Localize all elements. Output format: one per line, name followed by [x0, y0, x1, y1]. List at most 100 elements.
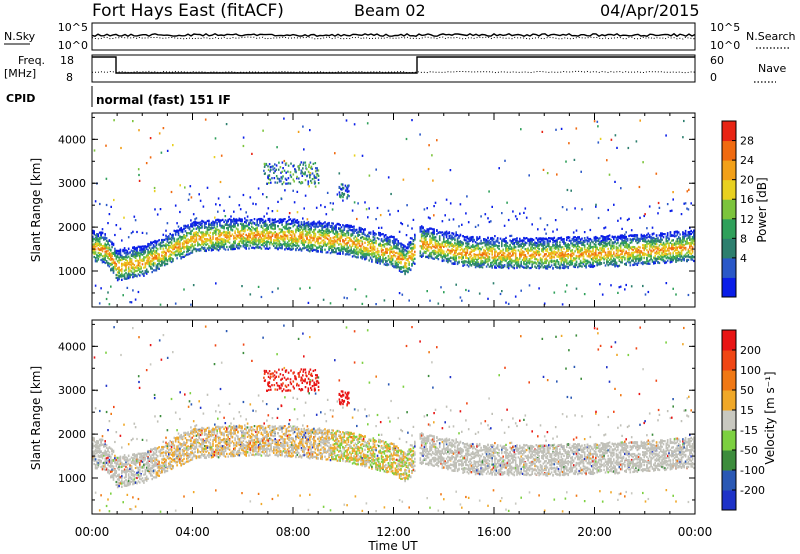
scatter-cell [431, 233, 434, 236]
scatter-cell [528, 238, 531, 241]
scatter-cell [487, 256, 489, 259]
scatter-cell [245, 221, 247, 224]
scatter-cell [174, 204, 177, 207]
scatter-cell [279, 237, 282, 240]
scatter-cell [506, 255, 509, 258]
scatter-cell [405, 267, 408, 270]
scatter-cell [340, 226, 343, 229]
scatter-cell [201, 225, 203, 228]
scatter-cell [524, 207, 527, 210]
scatter-cell [104, 243, 106, 246]
scatter-cell [433, 236, 435, 239]
scatter-cell [183, 247, 185, 250]
scatter-cell [398, 242, 401, 245]
scatter-cell [474, 247, 477, 250]
scatter-cell [357, 252, 359, 255]
scatter-cell [187, 226, 189, 229]
scatter-cell [408, 256, 410, 259]
scatter-cell [398, 249, 401, 252]
scatter-cell [297, 235, 300, 238]
scatter-cell [188, 240, 191, 243]
scatter-cell [169, 259, 171, 263]
scatter-cell [105, 297, 108, 301]
scatter-cell [355, 238, 358, 241]
scatter-cell [150, 267, 152, 270]
scatter-cell [309, 241, 311, 244]
scatter-cell [342, 245, 344, 249]
scatter-cell [543, 228, 546, 231]
scatter-cell [266, 236, 268, 240]
scatter-cell [165, 254, 167, 257]
scatter-cell [145, 254, 148, 257]
scatter-cell [136, 230, 138, 234]
scatter-cell [559, 245, 561, 248]
scatter-cell [437, 241, 440, 244]
scatter-cell [267, 238, 270, 241]
scatter-cell [284, 241, 286, 244]
scatter-cell [107, 246, 109, 249]
scatter-cell [255, 229, 257, 233]
scatter-cell [510, 240, 513, 243]
scatter-cell [277, 287, 279, 290]
scatter-cell [498, 252, 500, 255]
scatter-cell [433, 228, 435, 231]
scatter-cell [309, 232, 311, 235]
scatter-cell [543, 302, 546, 305]
scatter-cell [307, 233, 310, 236]
scatter-cell [278, 218, 281, 221]
scatter-cell [242, 224, 245, 227]
scatter-cell [150, 263, 152, 266]
scatter-cell [498, 256, 500, 259]
nsearch-tick-low: 10^0 [710, 39, 740, 52]
scatter-cell [96, 244, 98, 248]
scatter-cell [94, 234, 97, 237]
scatter-cell [332, 226, 334, 229]
scatter-cell [194, 231, 196, 234]
scatter-cell [217, 242, 220, 246]
scatter-cell [382, 254, 384, 257]
scatter-cell [332, 236, 334, 239]
scatter-cell [401, 223, 404, 226]
scatter-cell [436, 229, 438, 232]
scatter-cell [553, 253, 556, 256]
scatter-cell [195, 235, 198, 238]
scatter-cell [156, 264, 159, 267]
scatter-cell [255, 234, 257, 237]
scatter-cell [230, 248, 232, 251]
scatter-cell [389, 260, 391, 263]
scatter-cell [523, 266, 525, 269]
scatter-cell [246, 234, 249, 238]
scatter-cell [448, 241, 451, 244]
scatter-cell [412, 260, 415, 263]
scatter-cell [443, 291, 445, 294]
scatter-cell [288, 222, 290, 226]
scatter-cell [484, 244, 487, 247]
scatter-cell [361, 257, 364, 260]
scatter-cell [346, 250, 348, 253]
scatter-cell [257, 237, 260, 240]
scatter-cell [293, 233, 296, 236]
scatter-cell [121, 265, 123, 268]
scatter-cell [260, 240, 263, 243]
scatter-cell [357, 242, 359, 245]
scatter-cell [485, 241, 488, 244]
scatter-cell [361, 235, 364, 239]
scatter-cell [148, 265, 151, 268]
scatter-cell [304, 222, 307, 225]
scatter-cell [407, 251, 409, 254]
scatter-cell [162, 258, 165, 261]
scatter-cell [349, 244, 351, 247]
scatter-cell [293, 224, 296, 227]
scatter-cell [398, 266, 401, 269]
scatter-cell [436, 251, 438, 254]
scatter-cell [473, 255, 475, 258]
scatter-cell [219, 204, 221, 207]
scatter-cell [364, 258, 366, 261]
scatter-cell [302, 217, 304, 220]
scatter-cell [552, 237, 554, 240]
scatter-cell [506, 249, 509, 252]
scatter-cell [459, 249, 462, 252]
scatter-cell [328, 231, 330, 234]
scatter-cell [184, 240, 187, 243]
scatter-cell [202, 236, 205, 239]
